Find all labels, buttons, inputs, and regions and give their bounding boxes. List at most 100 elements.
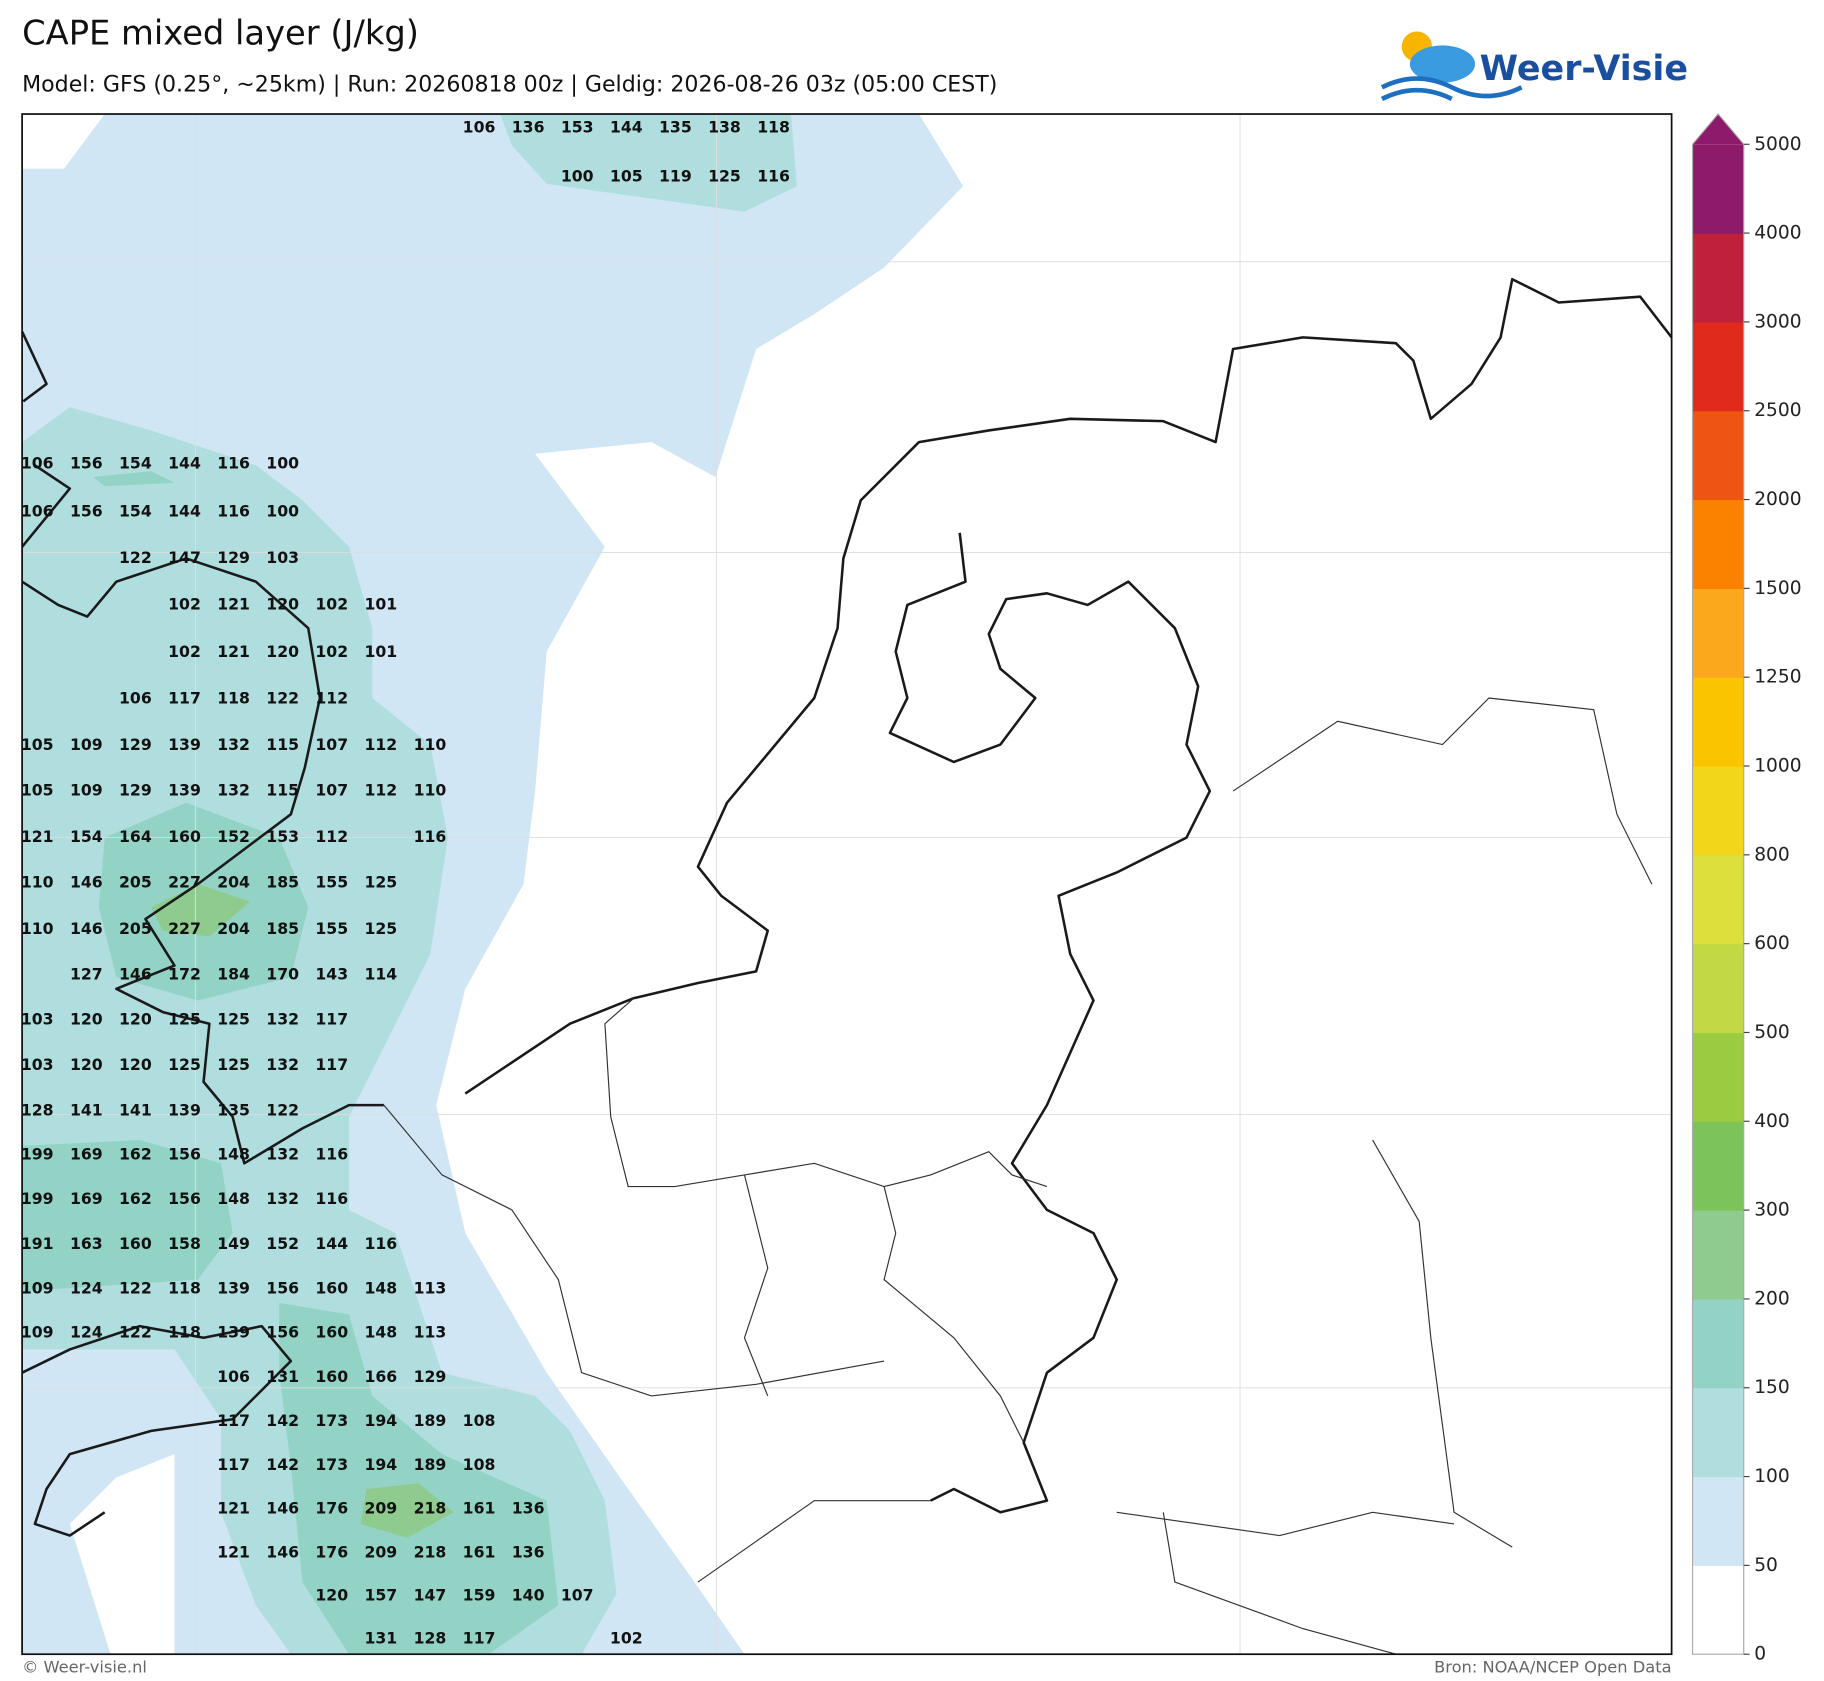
cape-value: 116 — [364, 1234, 397, 1253]
cape-value: 106 — [217, 1367, 250, 1386]
cape-value: 105 — [610, 166, 643, 185]
cape-value: 146 — [266, 1543, 299, 1562]
cape-value: 138 — [708, 118, 741, 137]
cape-value: 159 — [463, 1586, 496, 1605]
cape-value: 106 — [463, 118, 496, 137]
cape-value: 136 — [512, 1498, 545, 1517]
cape-value: 121 — [21, 827, 54, 846]
cape-value: 209 — [364, 1543, 397, 1562]
cape-value: 105 — [21, 781, 54, 800]
cape-value: 144 — [610, 118, 643, 137]
cape-value: 148 — [217, 1189, 250, 1208]
cape-value: 156 — [266, 1323, 299, 1342]
cape-value: 107 — [315, 735, 348, 754]
colorbar-tick-label: 4000 — [1754, 223, 1801, 244]
cape-value: 152 — [217, 827, 250, 846]
footer-left: © Weer-visie.nl — [22, 1658, 147, 1677]
cape-value: 103 — [21, 1010, 54, 1029]
colorbar-tick-label: 1250 — [1754, 667, 1801, 688]
colorbar-segment — [1692, 766, 1744, 856]
cape-value: 101 — [364, 594, 397, 613]
cape-value: 108 — [463, 1411, 496, 1430]
cape-value: 131 — [364, 1629, 397, 1648]
cape-value: 116 — [217, 501, 250, 520]
cape-value: 110 — [21, 872, 54, 891]
cape-value: 129 — [119, 735, 152, 754]
cape-value: 110 — [21, 919, 54, 938]
cape-value: 149 — [217, 1234, 250, 1253]
cape-value: 161 — [463, 1543, 496, 1562]
colorbar-tick-label: 400 — [1754, 1111, 1790, 1132]
value-labels: 106 136 153 144 135 138 118 100 105 119 125 116 106 1… — [21, 118, 790, 1648]
cape-value: 127 — [70, 964, 103, 983]
cape-value: 125 — [217, 1010, 250, 1029]
cape-value: 120 — [266, 594, 299, 613]
cape-value: 204 — [217, 919, 250, 938]
colorbar-tick-label: 150 — [1754, 1377, 1790, 1398]
logo-text: Weer-Visie — [1480, 49, 1688, 89]
cape-value: 132 — [217, 781, 250, 800]
cape-value: 112 — [364, 735, 397, 754]
colorbar-segment — [1692, 499, 1744, 589]
colorbar-segment — [1692, 1565, 1744, 1655]
cape-value: 112 — [364, 781, 397, 800]
cape-value: 204 — [217, 872, 250, 891]
cape-value: 117 — [315, 1010, 348, 1029]
cape-value: 154 — [119, 501, 152, 520]
cape-value: 135 — [217, 1100, 250, 1119]
cape-value: 146 — [119, 964, 152, 983]
colorbar-segment — [1692, 1121, 1744, 1211]
cape-value: 101 — [364, 642, 397, 661]
cape-value: 162 — [119, 1145, 152, 1164]
cape-value: 191 — [21, 1234, 54, 1253]
cape-value: 169 — [70, 1145, 103, 1164]
cape-value: 107 — [315, 781, 348, 800]
cape-value: 125 — [217, 1055, 250, 1074]
cape-value: 132 — [266, 1189, 299, 1208]
cape-value: 132 — [266, 1010, 299, 1029]
cape-value: 117 — [217, 1411, 250, 1430]
cape-value: 147 — [414, 1586, 447, 1605]
cape-value: 143 — [315, 964, 348, 983]
cape-value: 139 — [217, 1323, 250, 1342]
cape-value: 146 — [266, 1498, 299, 1517]
colorbar-tick-label: 500 — [1754, 1022, 1790, 1043]
cape-value: 153 — [266, 827, 299, 846]
cape-value: 169 — [70, 1189, 103, 1208]
cape-value: 120 — [119, 1010, 152, 1029]
cape-value: 156 — [70, 501, 103, 520]
cape-value: 227 — [168, 919, 201, 938]
cape-value: 125 — [364, 872, 397, 891]
cape-value: 136 — [512, 1543, 545, 1562]
cape-value: 161 — [463, 1498, 496, 1517]
cape-value: 155 — [315, 872, 348, 891]
cape-value: 124 — [70, 1278, 103, 1297]
cape-value: 166 — [364, 1367, 397, 1386]
cape-value: 109 — [21, 1323, 54, 1342]
colorbar-tick-label: 5000 — [1754, 134, 1801, 155]
cape-value: 135 — [659, 118, 692, 137]
cape-value: 139 — [168, 735, 201, 754]
cape-value: 112 — [315, 827, 348, 846]
cape-value: 116 — [414, 827, 447, 846]
cape-value: 128 — [414, 1629, 447, 1648]
colorbar-outline — [1691, 113, 1745, 1655]
colorbar-tick-label: 800 — [1754, 844, 1790, 865]
cape-value: 109 — [70, 781, 103, 800]
cape-value: 118 — [757, 118, 790, 137]
cape-value: 132 — [266, 1055, 299, 1074]
colorbar-tick-label: 300 — [1754, 1200, 1790, 1221]
cape-value: 100 — [266, 501, 299, 520]
logo-waves — [1380, 76, 1523, 102]
cape-value: 144 — [315, 1234, 348, 1253]
cape-value: 106 — [119, 689, 152, 708]
cape-value: 185 — [266, 872, 299, 891]
colorbar-segment — [1692, 321, 1744, 412]
cape-value: 105 — [21, 735, 54, 754]
cape-value: 103 — [266, 548, 299, 567]
cape-value: 103 — [21, 1055, 54, 1074]
cape-value: 118 — [168, 1278, 201, 1297]
cape-value: 194 — [364, 1455, 397, 1474]
colorbar-segment — [1692, 144, 1744, 234]
cape-value: 100 — [561, 166, 594, 185]
